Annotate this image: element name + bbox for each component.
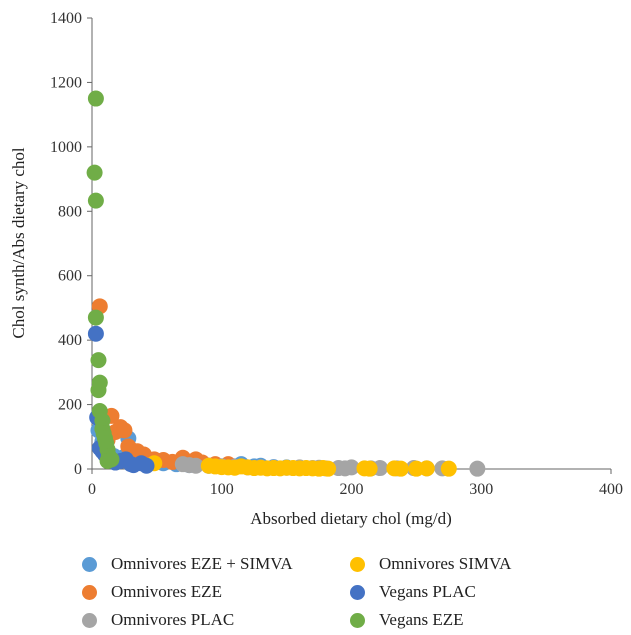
- legend-swatch: [82, 612, 97, 628]
- y-tick-labels: 0 200 400 600 800 1000 1200 1400: [50, 10, 92, 478]
- legend-item: Vegans EZE: [350, 608, 590, 632]
- data-point: [361, 460, 378, 477]
- y-tick-label: 1200: [50, 74, 82, 91]
- data-point: [320, 460, 337, 477]
- x-tick-label: 200: [340, 481, 364, 498]
- y-tick-label: 1400: [50, 10, 82, 27]
- legend-label: Omnivores PLAC: [111, 610, 235, 629]
- legend-swatch: [82, 584, 97, 600]
- data-point: [138, 457, 155, 474]
- legend-item: Omnivores EZE + SIMVA: [82, 552, 350, 576]
- legend-swatch: [82, 556, 97, 572]
- data-point: [103, 451, 120, 468]
- data-point: [187, 457, 204, 474]
- y-tick-label: 800: [58, 203, 82, 220]
- data-point: [87, 325, 104, 342]
- legend-swatch: [350, 612, 365, 628]
- data-point: [90, 352, 107, 369]
- data-point: [86, 164, 103, 181]
- legend-swatch: [350, 556, 365, 572]
- data-point: [116, 422, 133, 439]
- y-axis-title: Chol synth/Abs dietary chol: [9, 147, 28, 339]
- legend-item: Omnivores EZE: [82, 580, 350, 604]
- data-point: [469, 460, 486, 477]
- data-point: [440, 460, 457, 477]
- x-axis-title: Absorbed dietary chol (mg/d): [250, 509, 452, 528]
- data-point: [343, 459, 360, 476]
- x-tick-label: 400: [599, 481, 623, 498]
- data-point: [87, 192, 104, 209]
- x-tick-label: 300: [469, 481, 493, 498]
- legend-label: Omnivores EZE: [111, 582, 222, 601]
- legend-item: Vegans PLAC: [350, 580, 590, 604]
- legend-item: Omnivores PLAC: [82, 608, 350, 632]
- y-tick-label: 600: [58, 268, 82, 285]
- series-omnivores-simva: [146, 455, 457, 477]
- x-tick-labels: 0 100 200 300 400: [88, 469, 623, 498]
- y-tick-label: 200: [58, 397, 82, 414]
- data-point: [392, 460, 409, 477]
- legend-label: Vegans EZE: [379, 610, 464, 629]
- x-tick-label: 0: [88, 481, 96, 498]
- legend-label: Omnivores SIMVA: [379, 554, 512, 573]
- legend-item: Omnivores SIMVA: [350, 552, 590, 576]
- y-tick-label: 400: [58, 332, 82, 349]
- data-point: [87, 309, 104, 326]
- legend-swatch: [350, 584, 365, 600]
- legend-label: Vegans PLAC: [379, 582, 476, 601]
- data-point: [418, 460, 435, 477]
- y-tick-label: 0: [74, 461, 82, 478]
- data-point: [87, 90, 104, 107]
- legend: Omnivores EZE + SIMVA Omnivores SIMVA Omni…: [82, 552, 602, 632]
- series-vegans-eze: [86, 90, 120, 469]
- y-tick-label: 1000: [50, 139, 82, 156]
- legend-label: Omnivores EZE + SIMVA: [111, 554, 293, 573]
- x-tick-label: 100: [210, 481, 234, 498]
- data-points: [86, 90, 486, 477]
- data-point: [90, 382, 107, 399]
